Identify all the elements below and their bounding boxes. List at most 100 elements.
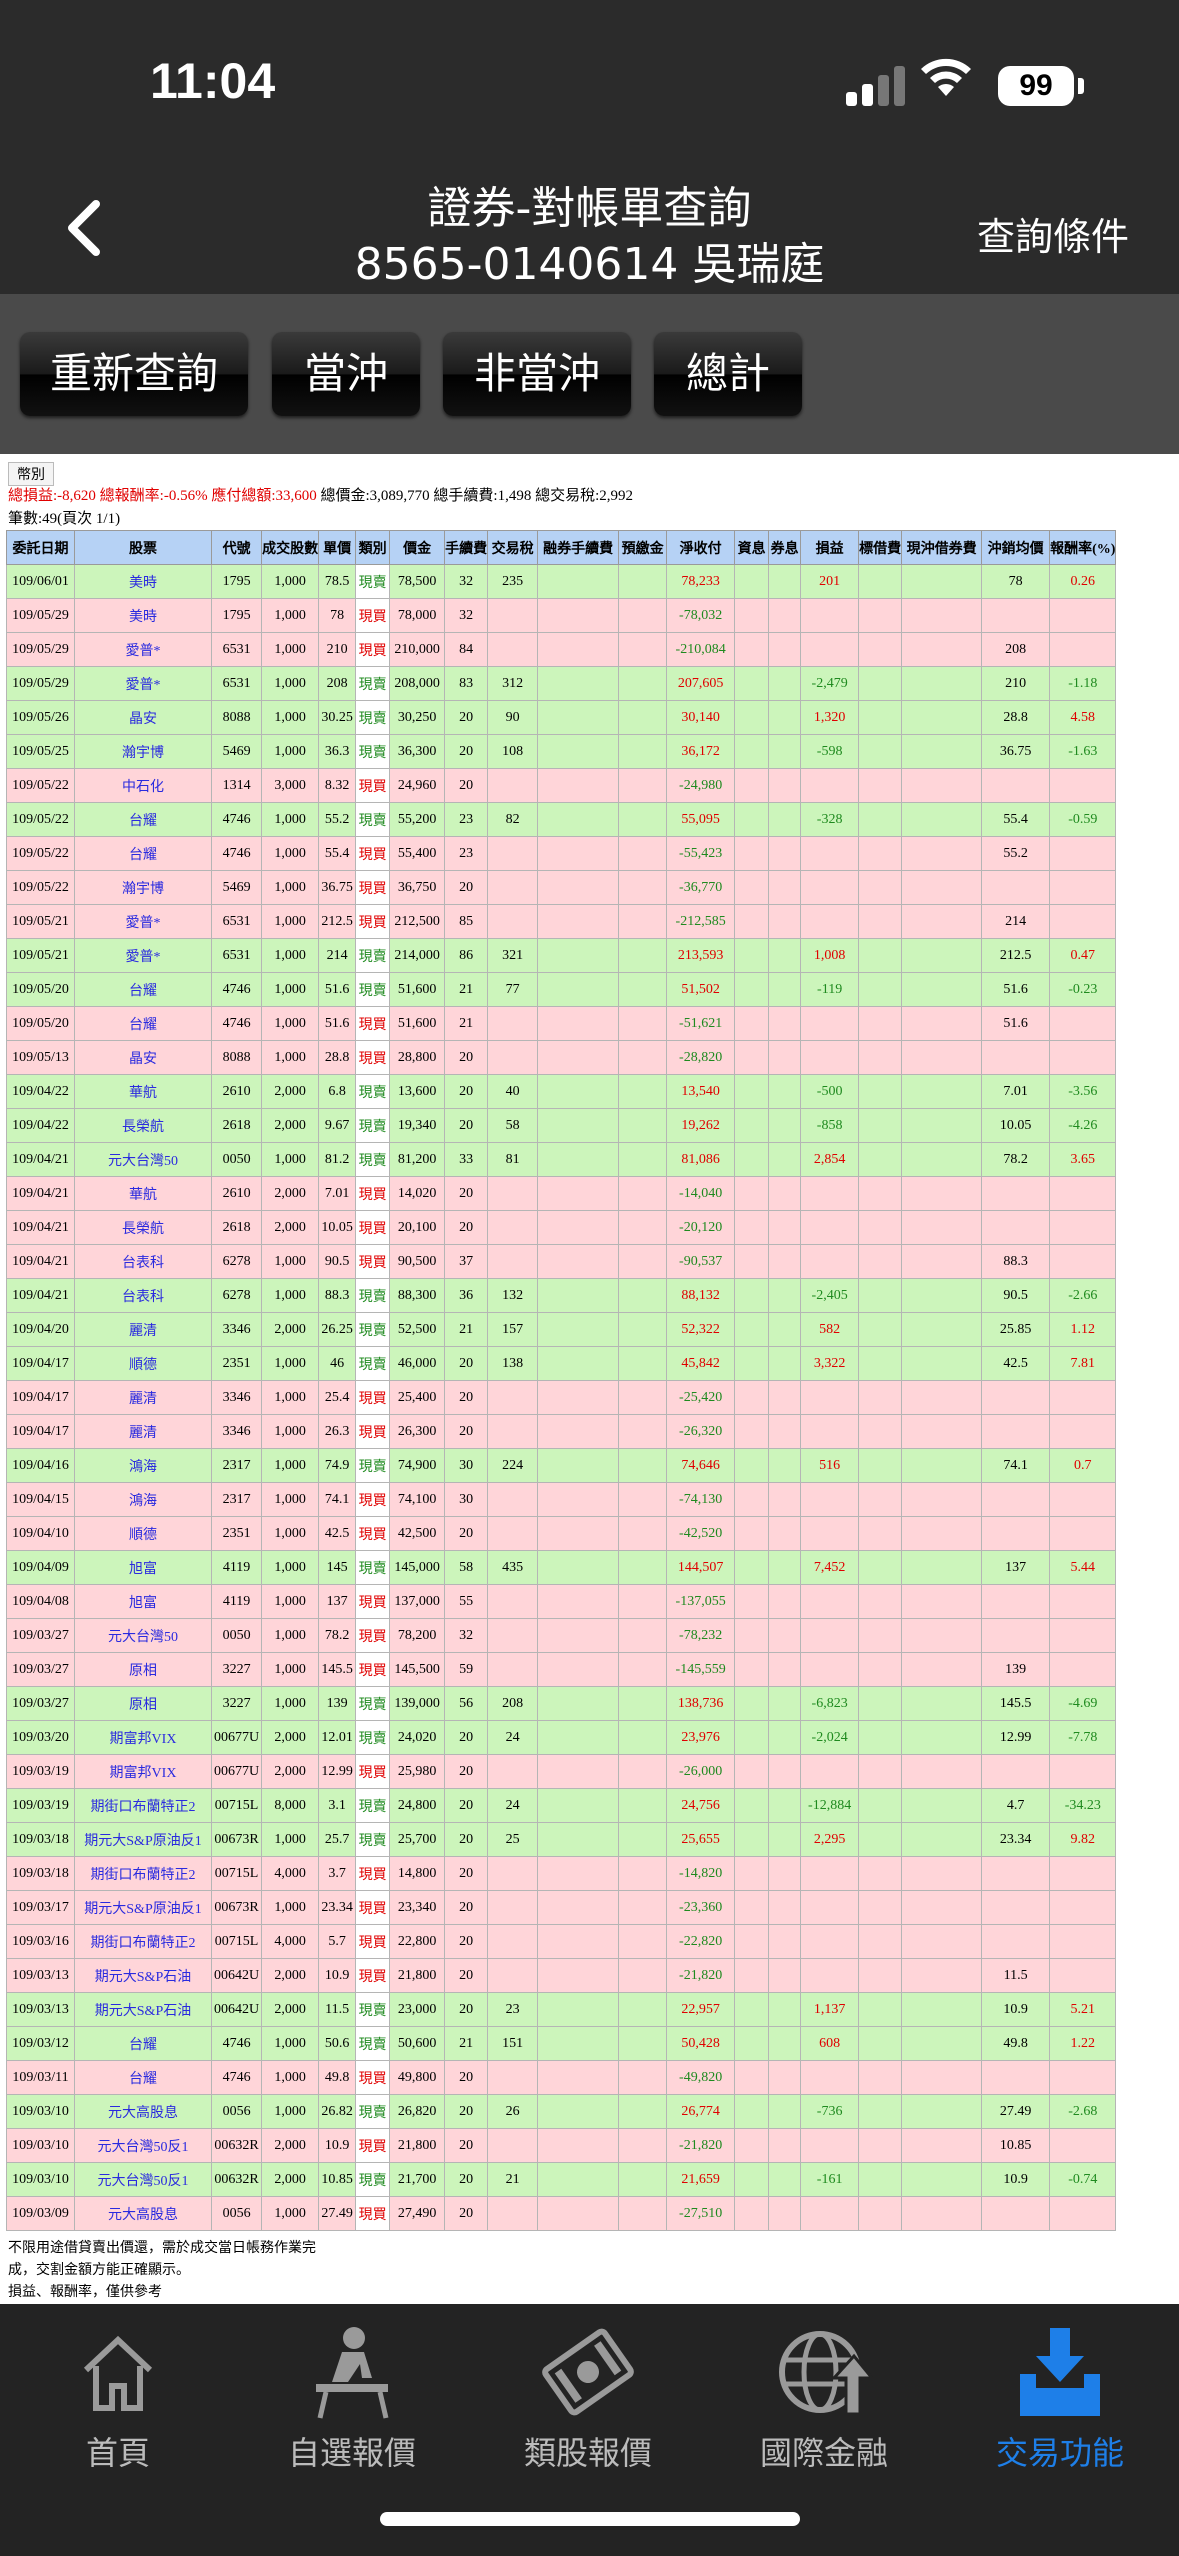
table-row[interactable]: 109/03/13 期元大S&P石油 00642U 2,000 10.9 現買 21,800… <box>6 1958 1117 1993</box>
table-row[interactable]: 109/04/22 長榮航 2618 2,000 9.67 現賣 19,340 20 58 19,… <box>6 1108 1117 1143</box>
back-arrow-icon[interactable] <box>58 198 118 258</box>
table-row[interactable]: 109/05/22 瀚宇博 5469 1,000 36.75 現買 36,750 20 -36,… <box>6 870 1117 905</box>
column-header: 價金 <box>389 530 446 565</box>
table-cell <box>768 564 802 599</box>
table-row[interactable]: 109/03/27 元大台灣50 0050 1,000 78.2 現買 78,200 32 -7… <box>6 1618 1117 1653</box>
table-cell <box>858 1244 903 1279</box>
table-row[interactable]: 109/05/29 美時 1795 1,000 78 現買 78,000 32 -78,032 <box>6 598 1117 633</box>
table-row[interactable]: 109/04/21 台表科 6278 1,000 88.3 現賣 88,300 36 132 88… <box>6 1278 1117 1313</box>
table-cell: -27,510 <box>666 2196 736 2231</box>
table-row[interactable]: 109/05/29 愛普* 6531 1,000 210 現買 210,000 84 -210,… <box>6 632 1117 667</box>
table-cell: 36,300 <box>389 734 446 769</box>
table-row[interactable]: 109/03/10 元大台灣50反1 00632R 2,000 10.85 現賣 21,70… <box>6 2162 1117 2197</box>
table-row[interactable]: 109/05/29 愛普* 6531 1,000 208 現賣 208,000 83 312 20… <box>6 666 1117 701</box>
table-row[interactable]: 109/04/15 鴻海 2317 1,000 74.1 現買 74,100 30 -74,13… <box>6 1482 1117 1517</box>
table-row[interactable]: 109/04/09 旭富 4119 1,000 145 現賣 145,000 58 435 144… <box>6 1550 1117 1585</box>
table-cell: 36 <box>444 1278 489 1313</box>
table-row[interactable]: 109/03/10 元大高股息 0056 1,000 26.82 現賣 26,820 20 26… <box>6 2094 1117 2129</box>
table-row[interactable]: 109/03/10 元大台灣50反1 00632R 2,000 10.9 現買 21,800… <box>6 2128 1117 2163</box>
non-day-trade-button[interactable]: 非當沖 <box>443 332 631 416</box>
table-cell: 24 <box>487 1720 539 1755</box>
table-cell: 1,000 <box>261 1618 320 1653</box>
tab-trade[interactable]: 交易功能 <box>960 2322 1160 2472</box>
currency-button[interactable]: 幣別 <box>8 462 54 486</box>
table-row[interactable]: 109/03/12 台耀 4746 1,000 50.6 現賣 50,600 21 151 50,… <box>6 2026 1117 2061</box>
table-row[interactable]: 109/05/21 愛普* 6531 1,000 212.5 現買 212,500 85 -21… <box>6 904 1117 939</box>
table-row[interactable]: 109/03/18 期街口布蘭特正2 00715L 4,000 3.7 現買 14,800 2… <box>6 1856 1117 1891</box>
table-cell: 2,000 <box>261 1108 320 1143</box>
table-cell: 現賣 <box>355 2026 391 2061</box>
table-row[interactable]: 109/05/13 晶安 8088 1,000 28.8 現買 28,800 20 -28,82… <box>6 1040 1117 1075</box>
table-row[interactable]: 109/04/16 鴻海 2317 1,000 74.9 現賣 74,900 30 224 74,… <box>6 1448 1117 1483</box>
table-cell <box>768 1788 802 1823</box>
table-row[interactable]: 109/03/09 元大高股息 0056 1,000 27.49 現買 27,490 20 -2… <box>6 2196 1117 2231</box>
table-row[interactable]: 109/04/08 旭富 4119 1,000 137 現買 137,000 55 -137,0… <box>6 1584 1117 1619</box>
table-cell: 85 <box>444 904 489 939</box>
table-row[interactable]: 109/04/21 台表科 6278 1,000 90.5 現買 90,500 37 -90,5… <box>6 1244 1117 1279</box>
table-row[interactable]: 109/04/21 華航 2610 2,000 7.01 現買 14,020 20 -14,04… <box>6 1176 1117 1211</box>
table-row[interactable]: 109/04/21 長榮航 2618 2,000 10.05 現買 20,100 20 -20,… <box>6 1210 1117 1245</box>
table-row[interactable]: 109/05/22 中石化 1314 3,000 8.32 現買 24,960 20 -24,9… <box>6 768 1117 803</box>
table-cell <box>537 598 620 633</box>
table-row[interactable]: 109/05/26 晶安 8088 1,000 30.25 現賣 30,250 20 90 30,… <box>6 700 1117 735</box>
table-row[interactable]: 109/05/20 台耀 4746 1,000 51.6 現賣 51,600 21 77 51,5… <box>6 972 1117 1007</box>
table-row[interactable]: 109/03/20 期富邦VIX 00677U 2,000 12.01 現賣 24,020 2… <box>6 1720 1117 1755</box>
table-row[interactable]: 109/04/22 華航 2610 2,000 6.8 現賣 13,600 20 40 13,54… <box>6 1074 1117 1109</box>
table-cell: 6531 <box>210 666 263 701</box>
table-cell: 109/03/13 <box>6 1992 75 2027</box>
table-row[interactable]: 109/04/21 元大台灣50 0050 1,000 81.2 現賣 81,200 33 81… <box>6 1142 1117 1177</box>
table-row[interactable]: 109/04/20 麗清 3346 2,000 26.25 現賣 52,500 21 157 52… <box>6 1312 1117 1347</box>
table-cell <box>901 598 983 633</box>
table-row[interactable]: 109/03/27 原相 3227 1,000 145.5 現買 145,500 59 -145… <box>6 1652 1117 1687</box>
table-row[interactable]: 109/03/11 台耀 4746 1,000 49.8 現買 49,800 20 -49,82… <box>6 2060 1117 2095</box>
table-cell <box>858 598 903 633</box>
total-button[interactable]: 總計 <box>654 332 802 416</box>
home-indicator[interactable] <box>380 2512 800 2526</box>
tab-home[interactable]: 首頁 <box>18 2322 218 2472</box>
table-cell: 麗清 <box>74 1312 212 1347</box>
tab-international[interactable]: 國際金融 <box>724 2322 924 2472</box>
table-row[interactable]: 109/05/25 瀚宇博 5469 1,000 36.3 現賣 36,300 20 108 36… <box>6 734 1117 769</box>
table-cell: 現賣 <box>355 734 391 769</box>
table-cell: 78.5 <box>318 564 357 599</box>
table-row[interactable]: 109/06/01 美時 1795 1,000 78.5 現賣 78,500 32 235 78,… <box>6 564 1117 599</box>
table-cell <box>800 1754 860 1789</box>
query-conditions-button[interactable]: 查詢條件 <box>976 215 1129 259</box>
day-trade-button[interactable]: 當沖 <box>272 332 420 416</box>
table-row[interactable]: 109/04/17 麗清 3346 1,000 26.3 現買 26,300 20 -26,32… <box>6 1414 1117 1449</box>
table-cell: 20 <box>444 1040 489 1075</box>
tab-watchlist[interactable]: 自選報價 <box>252 2322 452 2472</box>
table-row[interactable]: 109/05/22 台耀 4746 1,000 55.2 現賣 55,200 23 82 55,0… <box>6 802 1117 837</box>
table-row[interactable]: 109/03/18 期元大S&P原油反1 00673R 1,000 25.7 現賣 25,7… <box>6 1822 1117 1857</box>
table-cell: 30.25 <box>318 700 357 735</box>
table-cell <box>487 1856 539 1891</box>
table-row[interactable]: 109/03/27 原相 3227 1,000 139 現賣 139,000 56 208 138… <box>6 1686 1117 1721</box>
table-row[interactable]: 109/03/17 期元大S&P原油反1 00673R 1,000 23.34 現買 23,… <box>6 1890 1117 1925</box>
requery-button[interactable]: 重新查詢 <box>20 332 248 416</box>
table-cell: 58 <box>444 1550 489 1585</box>
table-cell <box>981 1516 1051 1551</box>
tab-sector-quote[interactable]: 類股報價 <box>488 2322 688 2472</box>
table-cell: 旭富 <box>74 1550 212 1585</box>
table-row[interactable]: 109/03/19 期街口布蘭特正2 00715L 8,000 3.1 現賣 24,800 2… <box>6 1788 1117 1823</box>
table-row[interactable]: 109/03/19 期富邦VIX 00677U 2,000 12.99 現買 25,980 2… <box>6 1754 1117 1789</box>
table-cell: 2,000 <box>261 1754 320 1789</box>
table-cell: 37 <box>444 1244 489 1279</box>
table-row[interactable]: 109/04/17 順德 2351 1,000 46 現賣 46,000 20 138 45,84… <box>6 1346 1117 1381</box>
table-row[interactable]: 109/05/21 愛普* 6531 1,000 214 現賣 214,000 86 321 21… <box>6 938 1117 973</box>
table-row[interactable]: 109/03/13 期元大S&P石油 00642U 2,000 11.5 現賣 23,000… <box>6 1992 1117 2027</box>
table-cell: -20,120 <box>666 1210 736 1245</box>
table-cell: 期元大S&P石油 <box>74 1958 212 1993</box>
table-row[interactable]: 109/03/16 期街口布蘭特正2 00715L 4,000 5.7 現買 22,800 2… <box>6 1924 1117 1959</box>
table-cell <box>487 1890 539 1925</box>
table-row[interactable]: 109/04/17 麗清 3346 1,000 25.4 現買 25,400 20 -25,42… <box>6 1380 1117 1415</box>
table-row[interactable]: 109/05/22 台耀 4746 1,000 55.4 現買 55,400 23 -55,42… <box>6 836 1117 871</box>
table-cell: 2317 <box>210 1482 263 1517</box>
table-cell: 6278 <box>210 1244 263 1279</box>
tab-label: 國際金融 <box>759 2434 888 2472</box>
table-row[interactable]: 109/05/20 台耀 4746 1,000 51.6 現買 51,600 21 -51,62… <box>6 1006 1117 1041</box>
table-cell <box>901 1822 983 1857</box>
table-row[interactable]: 109/04/10 順德 2351 1,000 42.5 現買 42,500 20 -42,52… <box>6 1516 1117 1551</box>
table-cell <box>537 1210 620 1245</box>
table-cell <box>858 1482 903 1517</box>
